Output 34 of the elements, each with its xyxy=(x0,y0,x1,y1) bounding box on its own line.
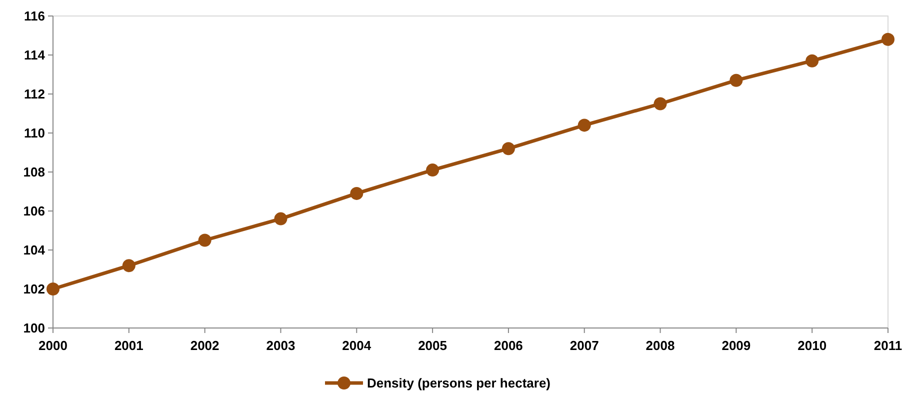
point xyxy=(46,282,60,296)
point xyxy=(882,32,894,46)
x-tick-label: 2004 xyxy=(342,338,372,353)
y-tick-label: 114 xyxy=(24,48,46,63)
point xyxy=(654,97,667,110)
y-tick-label: 100 xyxy=(23,320,45,336)
y-tick-label: 102 xyxy=(23,282,45,297)
point xyxy=(122,259,136,272)
x-tick-label: 2008 xyxy=(646,338,675,353)
point xyxy=(350,186,364,200)
x-tick-label: 2002 xyxy=(190,338,220,353)
x-tick-label: 2000 xyxy=(38,338,68,353)
y-tick-label: 104 xyxy=(23,242,46,258)
x-tick-label: 2010 xyxy=(798,338,827,353)
point xyxy=(730,74,743,87)
x-tick-label: 2005 xyxy=(418,338,448,353)
point xyxy=(274,212,288,226)
y-tick-label: 116 xyxy=(24,8,45,24)
y-tick-label: 108 xyxy=(23,164,45,180)
point xyxy=(502,142,515,156)
y-tick-label: 112 xyxy=(24,86,45,102)
x-tick-label: 2001 xyxy=(114,338,144,353)
point xyxy=(578,118,591,132)
point xyxy=(426,164,440,177)
y-tick-label: 106 xyxy=(23,204,45,219)
legend-label: Density (persons per hectare) xyxy=(367,376,551,391)
x-tick-label: 2007 xyxy=(570,338,599,353)
x-tick-label: 2011 xyxy=(874,338,902,353)
y-tick-label: 110 xyxy=(24,126,45,141)
point xyxy=(198,234,212,247)
x-tick-label: 2009 xyxy=(722,338,751,353)
x-tick-label: 2003 xyxy=(266,338,296,353)
x-tick-label: 2006 xyxy=(494,338,523,353)
point xyxy=(806,54,819,68)
